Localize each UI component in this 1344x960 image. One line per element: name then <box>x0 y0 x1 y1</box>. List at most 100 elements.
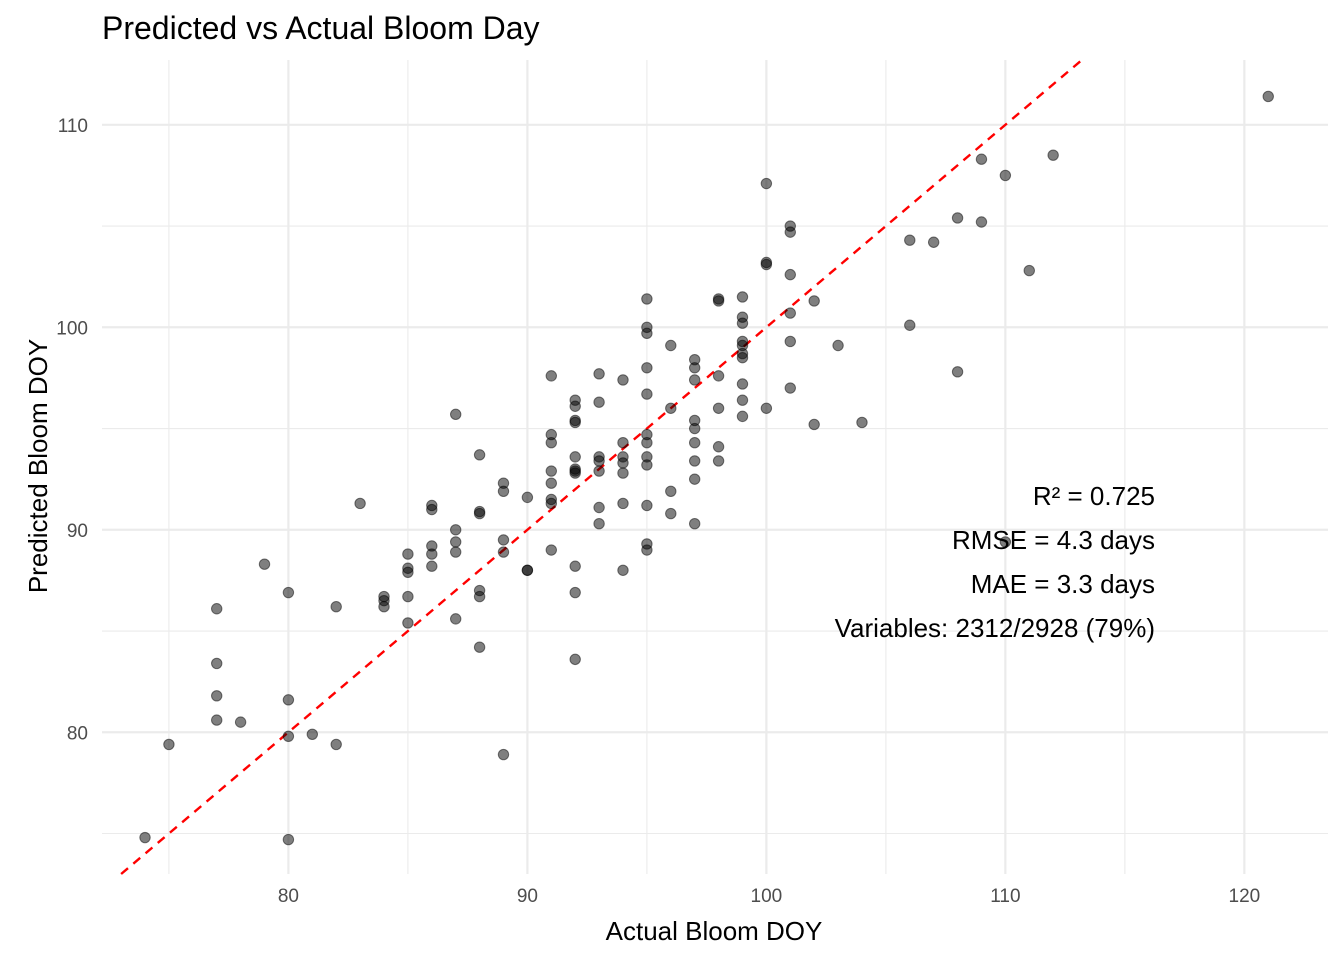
x-tick-label: 100 <box>751 886 783 907</box>
data-point <box>282 694 295 706</box>
data-point <box>402 566 414 578</box>
data-point <box>139 831 151 844</box>
data-point <box>402 617 414 629</box>
data-point <box>688 374 701 386</box>
data-point <box>665 485 677 497</box>
data-points <box>139 90 1274 846</box>
x-tick-label: 90 <box>517 886 538 907</box>
data-point <box>641 459 653 471</box>
x-axis-title: Actual Bloom DOY <box>606 916 823 946</box>
data-point <box>808 295 820 307</box>
data-point <box>282 586 295 599</box>
data-point <box>282 730 295 743</box>
data-point <box>712 295 725 307</box>
data-point <box>211 690 223 702</box>
data-point <box>402 548 414 560</box>
data-point <box>784 335 796 348</box>
data-point <box>927 236 940 248</box>
data-point <box>569 451 581 463</box>
data-point <box>736 351 749 364</box>
data-point <box>378 601 390 613</box>
data-point <box>593 455 605 467</box>
data-point <box>975 153 988 165</box>
data-point <box>688 362 701 374</box>
data-point <box>282 833 295 846</box>
data-point <box>951 366 964 378</box>
data-point <box>808 418 820 431</box>
data-point <box>904 234 916 246</box>
data-point <box>736 394 749 406</box>
data-point <box>1023 264 1035 277</box>
data-point <box>426 503 438 516</box>
data-point <box>497 534 510 546</box>
data-point <box>569 560 581 572</box>
stats-annotations: R² = 0.725 RMSE = 4.3 days MAE = 3.3 day… <box>835 481 1155 643</box>
data-point <box>736 291 749 303</box>
data-point <box>641 499 653 512</box>
data-point <box>402 590 414 603</box>
data-point <box>641 544 653 556</box>
data-point <box>712 402 725 414</box>
data-point <box>617 374 629 386</box>
annotation-r2: R² = 0.725 <box>1033 481 1155 511</box>
data-point <box>593 517 605 530</box>
y-tick-label: 80 <box>67 723 88 744</box>
data-point <box>449 546 462 558</box>
x-axis-ticks: 80 90 100 110 120 <box>278 886 1260 907</box>
data-point <box>736 410 749 423</box>
data-point <box>736 378 749 390</box>
x-tick-label: 80 <box>278 886 299 907</box>
data-point <box>449 613 462 625</box>
data-point <box>999 536 1012 548</box>
data-point <box>641 327 653 340</box>
data-point <box>521 564 534 576</box>
data-point <box>617 467 629 479</box>
data-point <box>688 473 701 485</box>
x-tick-label: 110 <box>990 886 1020 907</box>
data-point <box>832 339 844 352</box>
x-tick-label: 120 <box>1229 886 1261 907</box>
data-point <box>904 319 916 331</box>
data-point <box>258 558 271 570</box>
data-point <box>211 657 223 670</box>
data-point <box>641 362 653 374</box>
y-axis-title: Predicted Bloom DOY <box>23 339 53 593</box>
data-point <box>593 501 605 514</box>
data-point <box>426 548 438 560</box>
data-point <box>784 307 796 319</box>
y-tick-label: 90 <box>67 521 88 542</box>
data-point <box>712 370 725 382</box>
data-point <box>211 714 223 726</box>
data-point <box>545 465 557 477</box>
data-point <box>330 738 342 751</box>
data-point <box>641 293 653 305</box>
data-point <box>641 437 653 449</box>
data-point <box>688 422 701 435</box>
chart-title: Predicted vs Actual Bloom Day <box>102 10 540 46</box>
data-point <box>1262 90 1274 103</box>
data-point <box>449 536 462 548</box>
data-point <box>856 416 868 429</box>
data-point <box>473 449 486 461</box>
annotation-rmse: RMSE = 4.3 days <box>952 525 1155 555</box>
data-point <box>712 441 725 453</box>
data-point <box>354 497 366 510</box>
data-point <box>760 402 773 414</box>
data-point <box>306 728 319 740</box>
data-point <box>569 653 581 666</box>
data-point <box>497 485 510 497</box>
data-point <box>473 507 486 520</box>
data-point <box>688 437 701 449</box>
data-point <box>449 524 462 536</box>
data-point <box>736 317 749 329</box>
data-point <box>473 641 486 653</box>
annotation-mae: MAE = 3.3 days <box>971 569 1155 599</box>
y-tick-label: 110 <box>58 116 88 137</box>
data-point <box>569 400 581 412</box>
data-point <box>569 416 581 429</box>
data-point <box>234 716 247 728</box>
data-point <box>211 603 223 615</box>
data-point <box>712 455 725 467</box>
data-point <box>617 457 629 469</box>
data-point <box>999 169 1012 182</box>
